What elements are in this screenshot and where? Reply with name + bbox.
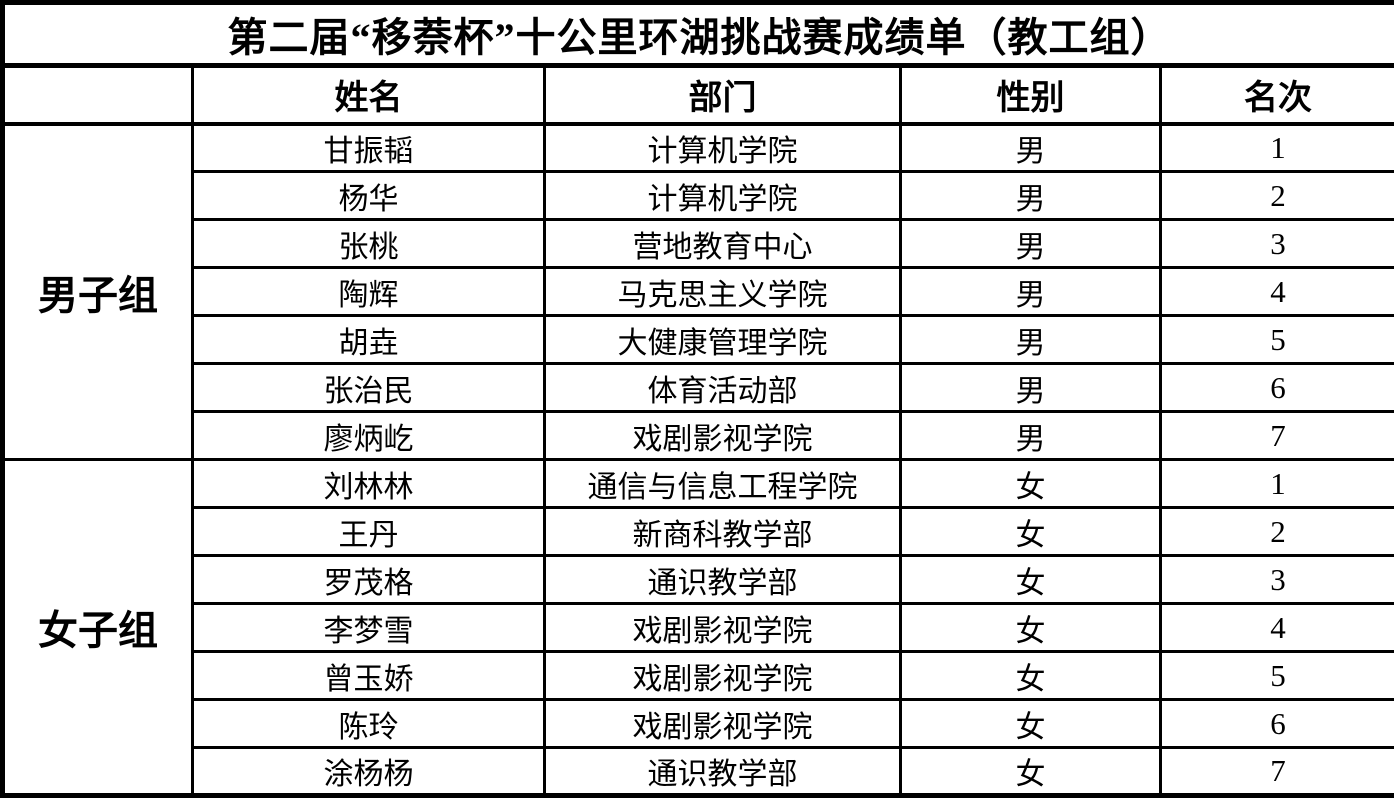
- header-group-empty: [3, 66, 193, 124]
- table-row: 张治民 体育活动部 男 6: [3, 364, 1394, 412]
- cell-department: 戏剧影视学院: [545, 700, 901, 748]
- cell-department: 大健康管理学院: [545, 316, 901, 364]
- cell-department: 戏剧影视学院: [545, 652, 901, 700]
- cell-department: 计算机学院: [545, 124, 901, 172]
- cell-department: 新商科教学部: [545, 508, 901, 556]
- title-row: 第二届“移萘杯”十公里环湖挑战赛成绩单（教工组）: [3, 3, 1394, 66]
- cell-department: 体育活动部: [545, 364, 901, 412]
- cell-gender: 男: [901, 172, 1161, 220]
- group-label-men: 男子组: [3, 124, 193, 460]
- table-row: 李梦雪 戏剧影视学院 女 4: [3, 604, 1394, 652]
- cell-gender: 女: [901, 748, 1161, 796]
- table-row: 曾玉娇 戏剧影视学院 女 5: [3, 652, 1394, 700]
- cell-name: 张治民: [193, 364, 545, 412]
- cell-gender: 女: [901, 556, 1161, 604]
- header-gender: 性别: [901, 66, 1161, 124]
- cell-rank: 1: [1161, 460, 1394, 508]
- table-row: 男子组 甘振韬 计算机学院 男 1: [3, 124, 1394, 172]
- cell-gender: 女: [901, 700, 1161, 748]
- cell-name: 罗茂格: [193, 556, 545, 604]
- cell-rank: 4: [1161, 604, 1394, 652]
- cell-gender: 女: [901, 508, 1161, 556]
- table-row: 陈玲 戏剧影视学院 女 6: [3, 700, 1394, 748]
- cell-department: 通识教学部: [545, 556, 901, 604]
- cell-rank: 7: [1161, 412, 1394, 460]
- cell-department: 戏剧影视学院: [545, 604, 901, 652]
- table-row: 胡垚 大健康管理学院 男 5: [3, 316, 1394, 364]
- header-name: 姓名: [193, 66, 545, 124]
- cell-name: 陈玲: [193, 700, 545, 748]
- table-row: 陶辉 马克思主义学院 男 4: [3, 268, 1394, 316]
- cell-rank: 2: [1161, 508, 1394, 556]
- cell-department: 马克思主义学院: [545, 268, 901, 316]
- cell-name: 杨华: [193, 172, 545, 220]
- cell-gender: 男: [901, 220, 1161, 268]
- cell-name: 李梦雪: [193, 604, 545, 652]
- cell-department: 计算机学院: [545, 172, 901, 220]
- cell-department: 通识教学部: [545, 748, 901, 796]
- header-rank: 名次: [1161, 66, 1394, 124]
- table-row: 涂杨杨 通识教学部 女 7: [3, 748, 1394, 796]
- cell-gender: 女: [901, 460, 1161, 508]
- cell-name: 甘振韬: [193, 124, 545, 172]
- cell-rank: 3: [1161, 556, 1394, 604]
- table-row: 女子组 刘林林 通信与信息工程学院 女 1: [3, 460, 1394, 508]
- cell-rank: 6: [1161, 364, 1394, 412]
- cell-gender: 女: [901, 652, 1161, 700]
- cell-name: 张桃: [193, 220, 545, 268]
- cell-name: 涂杨杨: [193, 748, 545, 796]
- cell-rank: 5: [1161, 652, 1394, 700]
- cell-department: 戏剧影视学院: [545, 412, 901, 460]
- cell-rank: 2: [1161, 172, 1394, 220]
- cell-gender: 男: [901, 124, 1161, 172]
- header-department: 部门: [545, 66, 901, 124]
- cell-rank: 7: [1161, 748, 1394, 796]
- cell-name: 胡垚: [193, 316, 545, 364]
- table-row: 杨华 计算机学院 男 2: [3, 172, 1394, 220]
- group-label-women: 女子组: [3, 460, 193, 796]
- cell-gender: 女: [901, 604, 1161, 652]
- cell-department: 营地教育中心: [545, 220, 901, 268]
- cell-gender: 男: [901, 268, 1161, 316]
- cell-rank: 5: [1161, 316, 1394, 364]
- cell-rank: 1: [1161, 124, 1394, 172]
- cell-department: 通信与信息工程学院: [545, 460, 901, 508]
- header-row: 姓名 部门 性别 名次: [3, 66, 1394, 124]
- cell-gender: 男: [901, 412, 1161, 460]
- cell-gender: 男: [901, 364, 1161, 412]
- page-title: 第二届“移萘杯”十公里环湖挑战赛成绩单（教工组）: [3, 3, 1394, 66]
- cell-gender: 男: [901, 316, 1161, 364]
- cell-rank: 6: [1161, 700, 1394, 748]
- cell-rank: 3: [1161, 220, 1394, 268]
- cell-name: 刘林林: [193, 460, 545, 508]
- cell-name: 陶辉: [193, 268, 545, 316]
- table-row: 张桃 营地教育中心 男 3: [3, 220, 1394, 268]
- cell-name: 廖炳屹: [193, 412, 545, 460]
- cell-name: 王丹: [193, 508, 545, 556]
- table-row: 罗茂格 通识教学部 女 3: [3, 556, 1394, 604]
- cell-name: 曾玉娇: [193, 652, 545, 700]
- cell-rank: 4: [1161, 268, 1394, 316]
- table-row: 王丹 新商科教学部 女 2: [3, 508, 1394, 556]
- table-row: 廖炳屹 戏剧影视学院 男 7: [3, 412, 1394, 460]
